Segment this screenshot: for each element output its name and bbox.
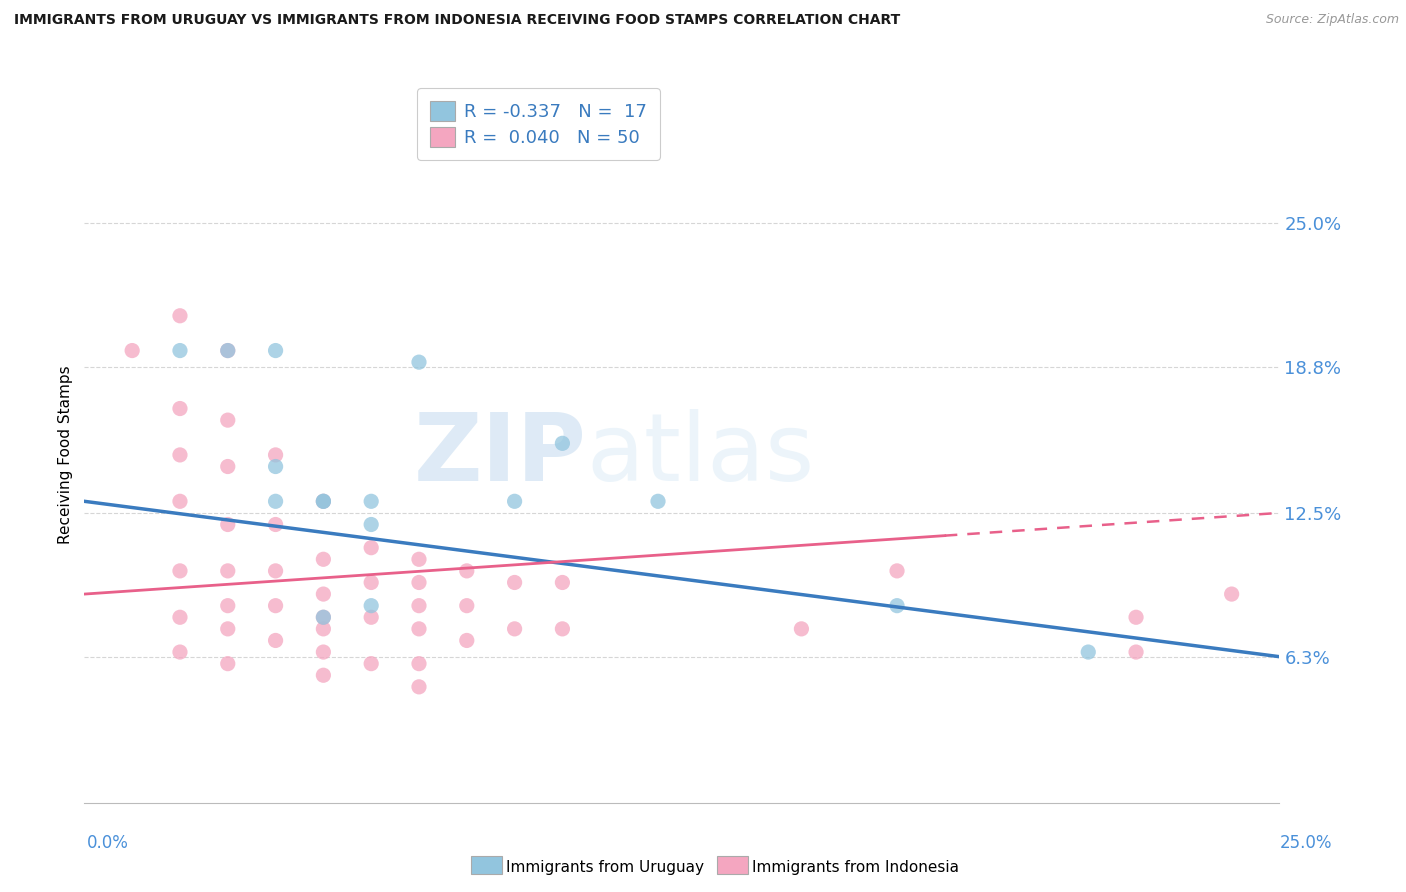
Point	[312, 668, 335, 682]
Point	[169, 343, 191, 358]
Point	[503, 575, 526, 590]
Point	[312, 494, 335, 508]
Point	[264, 343, 287, 358]
Text: 0.0%: 0.0%	[87, 834, 129, 852]
Point	[360, 610, 382, 624]
Point	[408, 575, 430, 590]
Point	[1125, 645, 1147, 659]
Text: Immigrants from Indonesia: Immigrants from Indonesia	[752, 860, 959, 874]
Point	[264, 599, 287, 613]
Point	[264, 494, 287, 508]
Point	[217, 564, 239, 578]
Point	[217, 343, 239, 358]
Point	[264, 633, 287, 648]
Point	[360, 517, 382, 532]
Point	[503, 494, 526, 508]
Point	[408, 552, 430, 566]
Point	[217, 657, 239, 671]
Point	[217, 343, 239, 358]
Point	[408, 599, 430, 613]
Point	[456, 564, 478, 578]
Point	[312, 622, 335, 636]
Point	[312, 494, 335, 508]
Point	[217, 599, 239, 613]
Point	[169, 448, 191, 462]
Point	[551, 575, 574, 590]
Point	[886, 564, 908, 578]
Text: 25.0%: 25.0%	[1279, 834, 1331, 852]
Point	[217, 622, 239, 636]
Point	[408, 680, 430, 694]
Point	[264, 517, 287, 532]
Point	[217, 517, 239, 532]
Text: Source: ZipAtlas.com: Source: ZipAtlas.com	[1265, 13, 1399, 27]
Point	[360, 575, 382, 590]
Point	[169, 401, 191, 416]
Point	[217, 413, 239, 427]
Point	[1077, 645, 1099, 659]
Point	[312, 494, 335, 508]
Point	[360, 599, 382, 613]
Point	[456, 633, 478, 648]
Point	[360, 541, 382, 555]
Point	[360, 657, 382, 671]
Point	[169, 564, 191, 578]
Point	[312, 610, 335, 624]
Point	[312, 645, 335, 659]
Point	[551, 622, 574, 636]
Point	[312, 587, 335, 601]
Point	[456, 599, 478, 613]
Text: IMMIGRANTS FROM URUGUAY VS IMMIGRANTS FROM INDONESIA RECEIVING FOOD STAMPS CORRE: IMMIGRANTS FROM URUGUAY VS IMMIGRANTS FR…	[14, 13, 900, 28]
Point	[264, 459, 287, 474]
Point	[169, 645, 191, 659]
Point	[408, 355, 430, 369]
Legend: R = -0.337   N =  17, R =  0.040   N = 50: R = -0.337 N = 17, R = 0.040 N = 50	[418, 88, 659, 160]
Text: ZIP: ZIP	[413, 409, 586, 501]
Point	[551, 436, 574, 450]
Point	[169, 309, 191, 323]
Point	[121, 343, 143, 358]
Point	[217, 459, 239, 474]
Text: atlas: atlas	[586, 409, 814, 501]
Point	[360, 494, 382, 508]
Point	[312, 610, 335, 624]
Point	[503, 622, 526, 636]
Point	[1220, 587, 1243, 601]
Point	[169, 494, 191, 508]
Point	[647, 494, 669, 508]
Text: Immigrants from Uruguay: Immigrants from Uruguay	[506, 860, 704, 874]
Point	[1125, 610, 1147, 624]
Point	[408, 657, 430, 671]
Point	[408, 622, 430, 636]
Y-axis label: Receiving Food Stamps: Receiving Food Stamps	[58, 366, 73, 544]
Point	[886, 599, 908, 613]
Point	[264, 448, 287, 462]
Point	[790, 622, 813, 636]
Point	[312, 552, 335, 566]
Point	[264, 564, 287, 578]
Point	[169, 610, 191, 624]
